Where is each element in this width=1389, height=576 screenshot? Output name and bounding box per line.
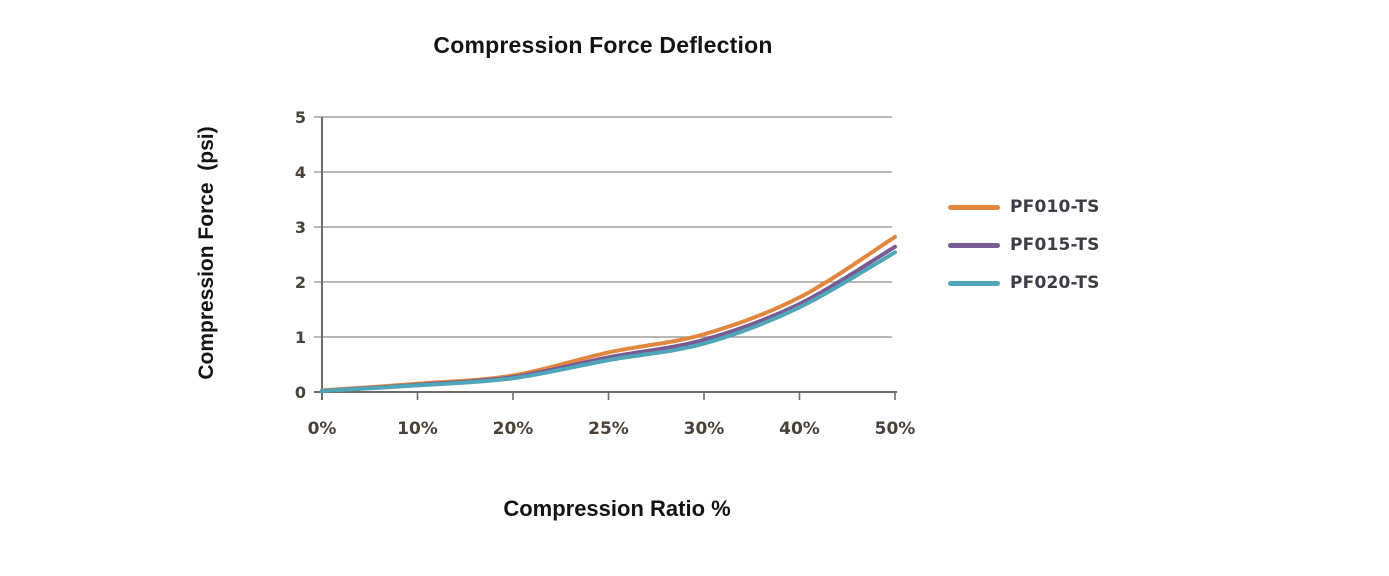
legend-label-pf010-ts: PF010-TS xyxy=(1010,197,1100,217)
x-tick-label: 30% xyxy=(684,419,725,439)
pf020-ts-line-swatch xyxy=(948,280,1000,286)
legend-label-pf020-ts: PF020-TS xyxy=(1010,273,1100,293)
pf010-ts-series-line xyxy=(320,234,897,393)
legend-item-pf020-ts: PF020-TS xyxy=(948,273,1100,293)
x-axis-title: Compression Ratio % xyxy=(503,496,731,521)
legend-item-pf010-ts: PF010-TS xyxy=(948,197,1100,217)
pf010-ts-line-swatch xyxy=(948,204,1000,210)
pf015-ts-line-swatch xyxy=(948,242,1000,248)
y-tick-label: 5 xyxy=(295,108,306,127)
pf015-ts-series-line xyxy=(320,244,897,393)
x-tick-label: 20% xyxy=(493,419,534,439)
y-tick-label: 3 xyxy=(295,218,306,237)
x-tick-label: 50% xyxy=(875,419,916,439)
x-tick-label: 25% xyxy=(588,419,629,439)
legend: PF010-TS PF015-TS PF020-TS xyxy=(948,197,1100,293)
y-tick-label: 4 xyxy=(295,163,306,182)
x-tick-label: 0% xyxy=(308,419,337,439)
x-tick-label: 40% xyxy=(779,419,820,439)
legend-label-pf015-ts: PF015-TS xyxy=(1010,235,1100,255)
pf020-ts-series-line xyxy=(320,250,897,393)
x-tick-label: 10% xyxy=(397,419,438,439)
legend-item-pf015-ts: PF015-TS xyxy=(948,235,1100,255)
chart-title: Compression Force Deflection xyxy=(433,32,773,58)
y-tick-label: 2 xyxy=(295,273,306,292)
y-tick-label: 1 xyxy=(295,328,306,347)
y-tick-label: 0 xyxy=(295,383,306,402)
